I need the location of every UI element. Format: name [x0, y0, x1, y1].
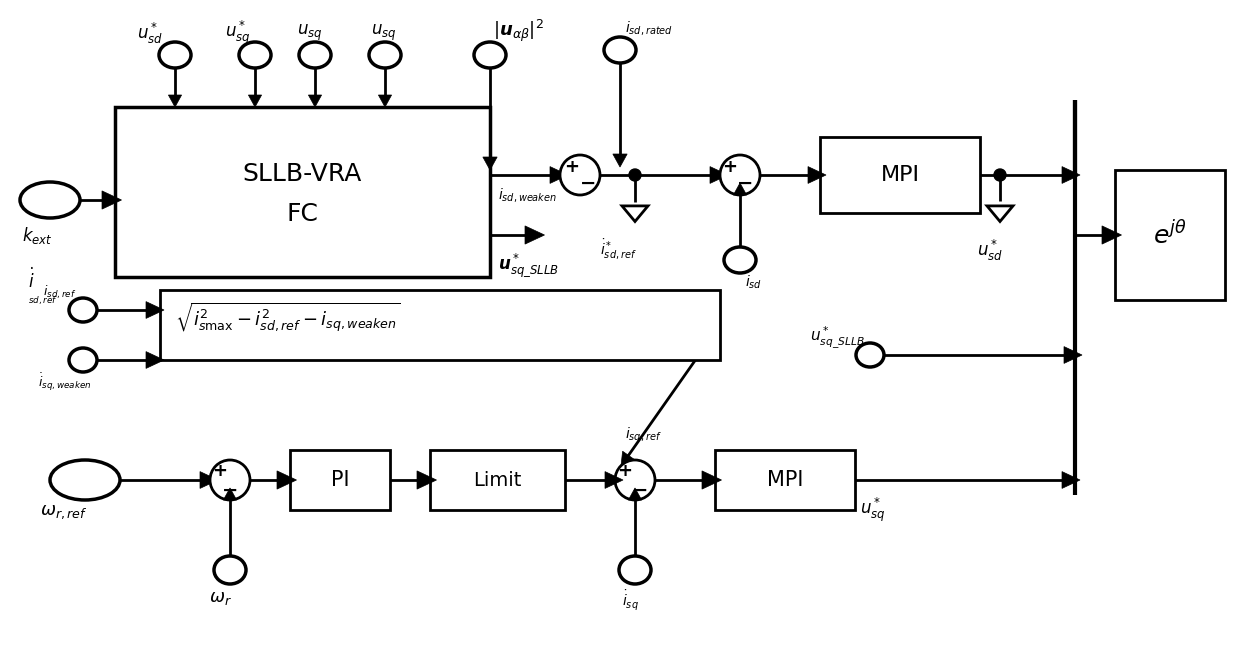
Text: $i_{sq,ref}$: $i_{sq,ref}$	[625, 426, 662, 445]
Bar	[1115, 170, 1225, 300]
Circle shape	[720, 155, 760, 195]
Polygon shape	[146, 302, 164, 319]
Circle shape	[560, 155, 600, 195]
Text: $i_{sd,rated}$: $i_{sd,rated}$	[625, 19, 673, 37]
Polygon shape	[277, 471, 296, 489]
Text: $\omega_{r,ref}$: $\omega_{r,ref}$	[40, 503, 88, 521]
Polygon shape	[629, 488, 641, 500]
Text: −: −	[737, 174, 753, 192]
Circle shape	[210, 460, 250, 500]
Text: $i_{sd}$: $i_{sd}$	[745, 273, 763, 291]
Polygon shape	[987, 206, 1013, 221]
Polygon shape	[613, 154, 627, 167]
Text: $_{sd,ref}$: $_{sd,ref}$	[29, 293, 58, 307]
Bar	[160, 290, 720, 360]
Text: $u^*_{sd}$: $u^*_{sd}$	[136, 21, 162, 45]
Text: $e^{j\theta}$: $e^{j\theta}$	[1153, 221, 1187, 249]
Text: $\dot{i}$: $\dot{i}$	[29, 268, 35, 292]
Bar	[430, 450, 565, 510]
Text: FC: FC	[286, 202, 319, 226]
Text: $i_{sd,ref}$: $i_{sd,ref}$	[43, 283, 76, 301]
Polygon shape	[711, 167, 728, 184]
Polygon shape	[309, 95, 321, 107]
Bar	[115, 107, 490, 277]
Polygon shape	[525, 226, 544, 244]
Text: −: −	[222, 481, 238, 499]
Text: $\dot{i}_{sq}$: $\dot{i}_{sq}$	[621, 588, 639, 612]
Bar	[820, 137, 980, 213]
Polygon shape	[223, 488, 237, 500]
Circle shape	[629, 169, 641, 181]
Text: PI: PI	[331, 470, 350, 490]
Polygon shape	[605, 471, 622, 488]
Polygon shape	[1102, 226, 1121, 244]
Polygon shape	[417, 471, 436, 489]
Text: MPI: MPI	[766, 470, 804, 490]
Polygon shape	[1064, 346, 1083, 363]
Text: $u^*_{sq}$: $u^*_{sq}$	[224, 19, 250, 47]
Polygon shape	[621, 452, 635, 466]
Polygon shape	[378, 95, 392, 107]
Text: SLLB-VRA: SLLB-VRA	[243, 162, 362, 186]
Polygon shape	[551, 167, 568, 184]
Polygon shape	[482, 157, 497, 170]
Text: $|\boldsymbol{u}_{\alpha\beta}|^2$: $|\boldsymbol{u}_{\alpha\beta}|^2$	[494, 18, 544, 44]
Text: $u^*_{sq}$: $u^*_{sq}$	[861, 496, 885, 524]
Polygon shape	[808, 167, 826, 184]
Text: $u_{sq}$: $u_{sq}$	[298, 23, 322, 43]
Text: $\dot{i}^*_{sd,ref}$: $\dot{i}^*_{sd,ref}$	[600, 238, 637, 262]
Text: $u^*_{sq\_SLLB}$: $u^*_{sq\_SLLB}$	[810, 325, 864, 350]
Text: $\boldsymbol{u}^*_{sq\_SLLB}$: $\boldsymbol{u}^*_{sq\_SLLB}$	[498, 251, 559, 279]
Text: $\sqrt{i^2_{s\max} - i^2_{sd,ref} - i_{sq,weaken}}$: $\sqrt{i^2_{s\max} - i^2_{sd,ref} - i_{s…	[175, 301, 401, 333]
Circle shape	[994, 169, 1006, 181]
Text: +: +	[618, 462, 632, 480]
Polygon shape	[1061, 167, 1080, 184]
Polygon shape	[200, 471, 218, 488]
Text: +: +	[212, 462, 227, 480]
Polygon shape	[146, 352, 164, 368]
Text: −: −	[580, 174, 596, 192]
Polygon shape	[102, 191, 122, 209]
Text: $i_{sd,weaken}$: $i_{sd,weaken}$	[498, 186, 557, 204]
Text: −: −	[632, 481, 649, 499]
Bar	[715, 450, 856, 510]
Polygon shape	[622, 206, 649, 221]
Text: $k_{ext}$: $k_{ext}$	[22, 225, 52, 245]
Text: MPI: MPI	[880, 165, 920, 185]
Text: $u^*_{sd}$: $u^*_{sd}$	[977, 237, 1003, 263]
Polygon shape	[169, 95, 181, 107]
Polygon shape	[1061, 471, 1080, 488]
Bar	[290, 450, 391, 510]
Polygon shape	[702, 471, 722, 489]
Text: $\omega_r$: $\omega_r$	[208, 589, 232, 607]
Polygon shape	[248, 95, 262, 107]
Polygon shape	[733, 183, 746, 195]
Text: $u_{sq}$: $u_{sq}$	[371, 23, 397, 43]
Text: +: +	[723, 158, 738, 176]
Text: Limit: Limit	[474, 471, 522, 489]
Circle shape	[615, 460, 655, 500]
Text: +: +	[564, 158, 579, 176]
Text: $\dot{i}_{sq,weaken}$: $\dot{i}_{sq,weaken}$	[38, 371, 92, 393]
